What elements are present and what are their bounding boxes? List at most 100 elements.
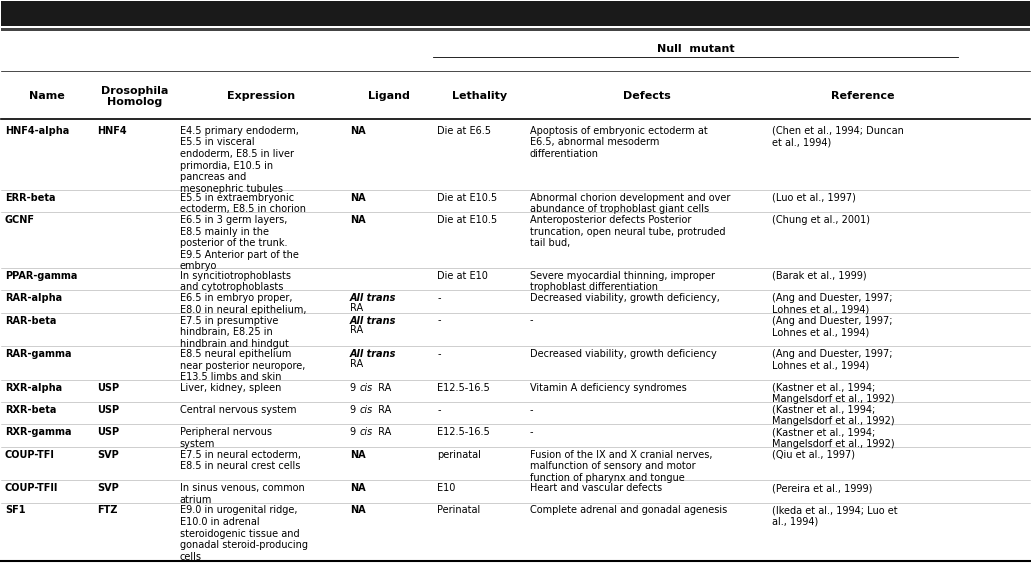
Text: Apoptosis of embryonic ectoderm at
E6.5, abnormal mesoderm
differentiation: Apoptosis of embryonic ectoderm at E6.5,… (530, 126, 707, 159)
Text: All trans: All trans (350, 293, 396, 303)
Text: RAR-gamma: RAR-gamma (5, 349, 71, 359)
Text: E6.5 in embryo proper,
E8.0 in neural epithelium,: E6.5 in embryo proper, E8.0 in neural ep… (179, 293, 306, 315)
Text: E4.5 primary endoderm,
E5.5 in visceral
endoderm, E8.5 in liver
primordia, E10.5: E4.5 primary endoderm, E5.5 in visceral … (179, 126, 299, 194)
Text: FTZ: FTZ (98, 505, 118, 515)
Text: Abnormal chorion development and over
abundance of trophoblast giant cells: Abnormal chorion development and over ab… (530, 193, 730, 214)
Text: -: - (437, 405, 440, 415)
Text: cis: cis (360, 405, 373, 415)
Text: E12.5-16.5: E12.5-16.5 (437, 382, 490, 393)
Text: Ligand: Ligand (368, 91, 410, 101)
Text: Vitamin A deficiency syndromes: Vitamin A deficiency syndromes (530, 382, 687, 393)
Text: COUP-TFI: COUP-TFI (5, 450, 55, 459)
Text: HNF4: HNF4 (98, 126, 127, 136)
Text: NA: NA (350, 126, 365, 136)
Text: -: - (437, 293, 440, 303)
Text: (Chung et al., 2001): (Chung et al., 2001) (772, 215, 870, 225)
Bar (1, 28, 1030, 30)
Text: Lethality: Lethality (452, 91, 507, 101)
Text: USP: USP (98, 427, 120, 437)
Text: All trans: All trans (350, 316, 396, 325)
Text: E9.0 in urogenital ridge,
E10.0 in adrenal
steroidogenic tissue and
gonadal ster: E9.0 in urogenital ridge, E10.0 in adren… (179, 505, 308, 562)
Text: Name: Name (29, 91, 65, 101)
Text: Null  mutant: Null mutant (657, 44, 734, 53)
Text: USP: USP (98, 382, 120, 393)
Text: Perinatal: Perinatal (437, 505, 480, 515)
Text: (Kastner et al., 1994;
Mangelsdorf et al., 1992): (Kastner et al., 1994; Mangelsdorf et al… (772, 427, 895, 449)
Text: -: - (530, 427, 533, 437)
Text: RA: RA (350, 325, 363, 335)
Text: (Pereira et al., 1999): (Pereira et al., 1999) (772, 483, 872, 493)
Text: RXR-beta: RXR-beta (5, 405, 56, 415)
Text: (Ang and Duester, 1997;
Lohnes et al., 1994): (Ang and Duester, 1997; Lohnes et al., 1… (772, 316, 893, 337)
Text: COUP-TFII: COUP-TFII (5, 483, 58, 493)
Text: -: - (437, 316, 440, 325)
Text: Fusion of the IX and X cranial nerves,
malfunction of sensory and motor
function: Fusion of the IX and X cranial nerves, m… (530, 450, 712, 483)
Text: (Luo et al., 1997): (Luo et al., 1997) (772, 193, 856, 203)
Text: E7.5 in presumptive
hindbrain, E8.25 in
hindbrain and hindgut: E7.5 in presumptive hindbrain, E8.25 in … (179, 316, 289, 349)
Text: RXR-alpha: RXR-alpha (5, 382, 62, 393)
Text: (Qiu et al., 1997): (Qiu et al., 1997) (772, 450, 855, 459)
Bar (1, 1, 1030, 26)
Text: RA: RA (350, 302, 363, 313)
Text: HNF4-alpha: HNF4-alpha (5, 126, 69, 136)
Text: All trans: All trans (350, 349, 396, 359)
Text: Peripheral nervous
system: Peripheral nervous system (179, 427, 272, 449)
Text: RA: RA (375, 427, 392, 437)
Text: perinatal: perinatal (437, 450, 481, 459)
Text: Die at E10.5: Die at E10.5 (437, 193, 497, 203)
Text: Defects: Defects (623, 91, 670, 101)
Text: SF1: SF1 (5, 505, 26, 515)
Text: cis: cis (360, 382, 373, 393)
Text: Heart and vascular defects: Heart and vascular defects (530, 483, 662, 493)
Text: NA: NA (350, 450, 365, 459)
Text: NA: NA (350, 483, 365, 493)
Text: Drosophila
Homolog: Drosophila Homolog (101, 86, 168, 108)
Text: In syncitiotrophoblasts
and cytotrophoblasts: In syncitiotrophoblasts and cytotrophobl… (179, 271, 291, 293)
Text: Severe myocardial thinning, improper
trophoblast differentiation: Severe myocardial thinning, improper tro… (530, 271, 714, 293)
Text: RA: RA (375, 405, 392, 415)
Text: E12.5-16.5: E12.5-16.5 (437, 427, 490, 437)
Text: Liver, kidney, spleen: Liver, kidney, spleen (179, 382, 281, 393)
Text: SVP: SVP (98, 483, 120, 493)
Text: NA: NA (350, 505, 365, 515)
Text: 9: 9 (350, 382, 359, 393)
Text: (Chen et al., 1994; Duncan
et al., 1994): (Chen et al., 1994; Duncan et al., 1994) (772, 126, 904, 147)
Text: NA: NA (350, 193, 365, 203)
Text: (Ang and Duester, 1997;
Lohnes et al., 1994): (Ang and Duester, 1997; Lohnes et al., 1… (772, 293, 893, 315)
Text: -: - (530, 316, 533, 325)
Text: SVP: SVP (98, 450, 120, 459)
Text: (Ang and Duester, 1997;
Lohnes et al., 1994): (Ang and Duester, 1997; Lohnes et al., 1… (772, 349, 893, 371)
Text: USP: USP (98, 405, 120, 415)
Text: RXR-gamma: RXR-gamma (5, 427, 71, 437)
Text: E8.5 neural epithelium
near posterior neuropore,
E13.5 limbs and skin: E8.5 neural epithelium near posterior ne… (179, 349, 305, 382)
Text: Die at E6.5: Die at E6.5 (437, 126, 491, 136)
Text: -: - (530, 405, 533, 415)
Text: In sinus venous, common
atrium: In sinus venous, common atrium (179, 483, 304, 505)
Text: E6.5 in 3 germ layers,
E8.5 mainly in the
posterior of the trunk.
E9.5 Anterior : E6.5 in 3 germ layers, E8.5 mainly in th… (179, 215, 299, 271)
Text: Complete adrenal and gonadal agenesis: Complete adrenal and gonadal agenesis (530, 505, 727, 515)
Text: Expression: Expression (227, 91, 295, 101)
Text: RAR-beta: RAR-beta (5, 316, 56, 325)
Text: RA: RA (375, 382, 392, 393)
Text: (Kastner et al., 1994;
Mangelsdorf et al., 1992): (Kastner et al., 1994; Mangelsdorf et al… (772, 382, 895, 404)
Text: ERR-beta: ERR-beta (5, 193, 56, 203)
Text: Decreased viability, growth deficiency: Decreased viability, growth deficiency (530, 349, 717, 359)
Text: E7.5 in neural ectoderm,
E8.5 in neural crest cells: E7.5 in neural ectoderm, E8.5 in neural … (179, 450, 301, 471)
Text: NA: NA (350, 215, 365, 225)
Text: Decreased viability, growth deficiency,: Decreased viability, growth deficiency, (530, 293, 720, 303)
Text: cis: cis (360, 427, 373, 437)
Text: RA: RA (350, 359, 363, 369)
Text: 9: 9 (350, 405, 359, 415)
Text: Die at E10.5: Die at E10.5 (437, 215, 497, 225)
Text: -: - (437, 349, 440, 359)
Text: Reference: Reference (831, 91, 895, 101)
Text: (Ikeda et al., 1994; Luo et
al., 1994): (Ikeda et al., 1994; Luo et al., 1994) (772, 505, 898, 527)
Text: (Kastner et al., 1994;
Mangelsdorf et al., 1992): (Kastner et al., 1994; Mangelsdorf et al… (772, 405, 895, 427)
Text: PPAR-gamma: PPAR-gamma (5, 271, 77, 281)
Text: E10: E10 (437, 483, 456, 493)
Text: 9: 9 (350, 427, 359, 437)
Text: E5.5 in extraembryonic
ectoderm, E8.5 in chorion: E5.5 in extraembryonic ectoderm, E8.5 in… (179, 193, 306, 214)
Text: (Barak et al., 1999): (Barak et al., 1999) (772, 271, 866, 281)
Text: GCNF: GCNF (5, 215, 35, 225)
Text: RAR-alpha: RAR-alpha (5, 293, 62, 303)
